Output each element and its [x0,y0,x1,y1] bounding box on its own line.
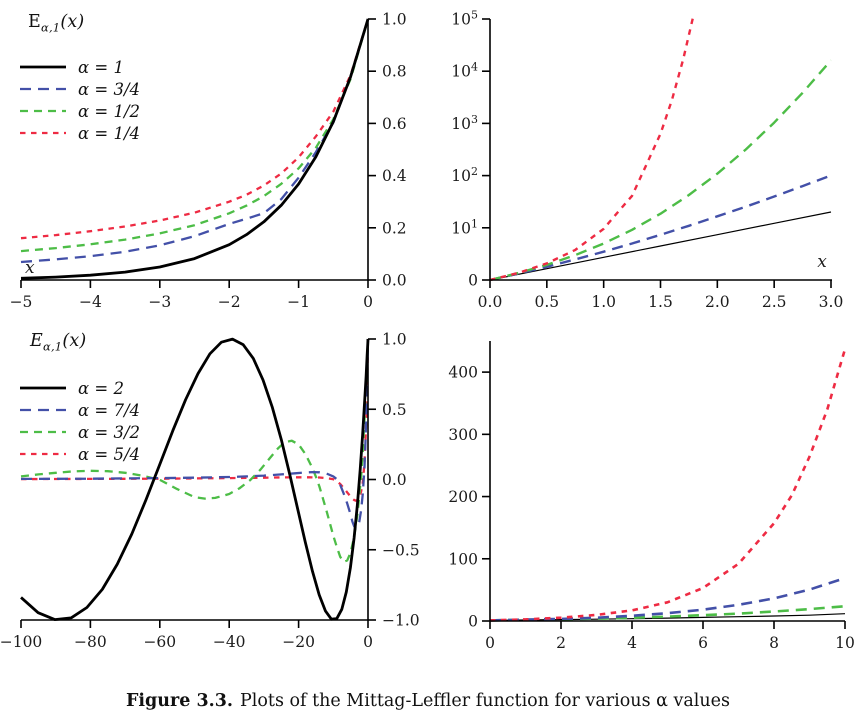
svg-text:105: 105 [451,9,478,29]
svg-text:4: 4 [627,634,637,652]
svg-text:0.5: 0.5 [382,401,407,419]
svg-text:1.0: 1.0 [382,331,407,349]
svg-text:−3: −3 [148,293,171,311]
svg-text:400: 400 [448,364,478,382]
title-base: E [28,12,41,32]
legend-row: α = 5/4 [19,443,140,465]
svg-text:0.8: 0.8 [382,63,407,81]
legend-swatch-alpha-3-2 [20,430,66,434]
plot-title-top-left: Eα,1(x) [28,12,84,35]
svg-text:−40: −40 [213,633,246,651]
svg-text:103: 103 [451,113,478,133]
svg-text:x: x [25,258,35,278]
svg-text:−0.5: −0.5 [382,541,420,559]
svg-text:101: 101 [451,217,478,237]
svg-text:104: 104 [451,61,478,81]
svg-text:0.2: 0.2 [382,219,407,237]
legend-swatch-alpha-1-4 [20,131,66,135]
svg-text:−100: −100 [0,633,42,651]
legend-label: α = 5/4 [78,444,141,464]
svg-text:0.6: 0.6 [382,115,407,133]
title-argument: (x) [60,12,85,32]
svg-text:1.0: 1.0 [591,293,616,311]
svg-text:0.0: 0.0 [382,471,407,489]
legend-swatch-alpha-1-2 [20,109,66,113]
plot-title-bottom-left: Eα,1(x) [30,331,86,354]
legend-swatch-alpha-5-4 [20,452,66,456]
svg-text:200: 200 [448,488,478,506]
svg-text:x: x [817,252,827,272]
svg-text:2.5: 2.5 [762,293,787,311]
legend-row: α = 1/2 [19,100,140,122]
svg-text:102: 102 [451,165,478,185]
legend-label: α = 3/4 [78,79,141,99]
svg-text:−4: −4 [79,293,102,311]
legend-swatch-alpha-2 [20,386,66,390]
title-subscript: α,1 [42,339,63,354]
legend-row: α = 7/4 [19,399,140,421]
svg-text:0: 0 [363,293,373,311]
svg-text:0: 0 [363,633,373,651]
svg-text:2: 2 [556,634,566,652]
legend-label: α = 7/4 [78,400,141,420]
svg-text:0.5: 0.5 [535,293,560,311]
svg-text:0.0: 0.0 [382,272,407,290]
svg-text:−60: −60 [143,633,176,651]
legend-row: α = 3/4 [19,78,140,100]
plots-canvas: −5 −4 −3 −2 −1 0 1.0 0.8 0.6 0.4 0.2 0.0 x 0.0 0.5 1.0 1… [0,9,855,653]
svg-text:3.0: 3.0 [819,293,844,311]
legend-label: α = 2 [78,378,124,398]
svg-text:300: 300 [448,426,478,444]
legend-swatch-alpha-1 [20,65,66,69]
svg-text:0: 0 [468,613,478,631]
legend-row: α = 1 [19,56,140,78]
svg-text:1.0: 1.0 [382,11,407,29]
legend-label: α = 1/4 [78,123,141,143]
title-base: E [30,331,43,351]
legend-row: α = 2 [19,377,140,399]
svg-text:−5: −5 [10,293,33,311]
title-argument: (x) [62,331,87,351]
title-subscript: α,1 [40,20,61,35]
legend-label: α = 1/2 [78,101,141,121]
svg-text:−2: −2 [218,293,241,311]
svg-text:100: 100 [448,550,478,568]
svg-text:1.5: 1.5 [648,293,673,311]
legend-row: α = 1/4 [19,122,140,144]
svg-text:2.0: 2.0 [705,293,730,311]
svg-text:0.0: 0.0 [478,293,503,311]
caption-text: Plots of the Mittag-Leffler function for… [240,691,731,711]
svg-text:8: 8 [769,634,779,652]
svg-text:6: 6 [698,634,708,652]
svg-text:0.4: 0.4 [382,167,407,185]
caption-label: Figure 3.3. [125,691,234,711]
legend-swatch-alpha-3-4 [20,87,66,91]
legend-swatch-alpha-7-4 [20,408,66,412]
legend-label: α = 3/2 [78,422,141,442]
legend-bottom-left: α = 2 α = 7/4 α = 3/2 α = 5/4 [19,377,140,465]
svg-text:−20: −20 [282,633,315,651]
svg-text:−1.0: −1.0 [382,612,420,630]
svg-text:0: 0 [468,272,478,290]
legend-row: α = 3/2 [19,421,140,443]
svg-text:−1: −1 [287,293,310,311]
legend-top-left: α = 1 α = 3/4 α = 1/2 α = 1/4 [19,56,140,144]
svg-text:0: 0 [485,634,495,652]
legend-label: α = 1 [78,57,124,77]
svg-text:10: 10 [835,634,855,652]
figure-caption: Figure 3.3. Plots of the Mittag-Leffler f… [0,691,856,711]
svg-text:−80: −80 [74,633,107,651]
